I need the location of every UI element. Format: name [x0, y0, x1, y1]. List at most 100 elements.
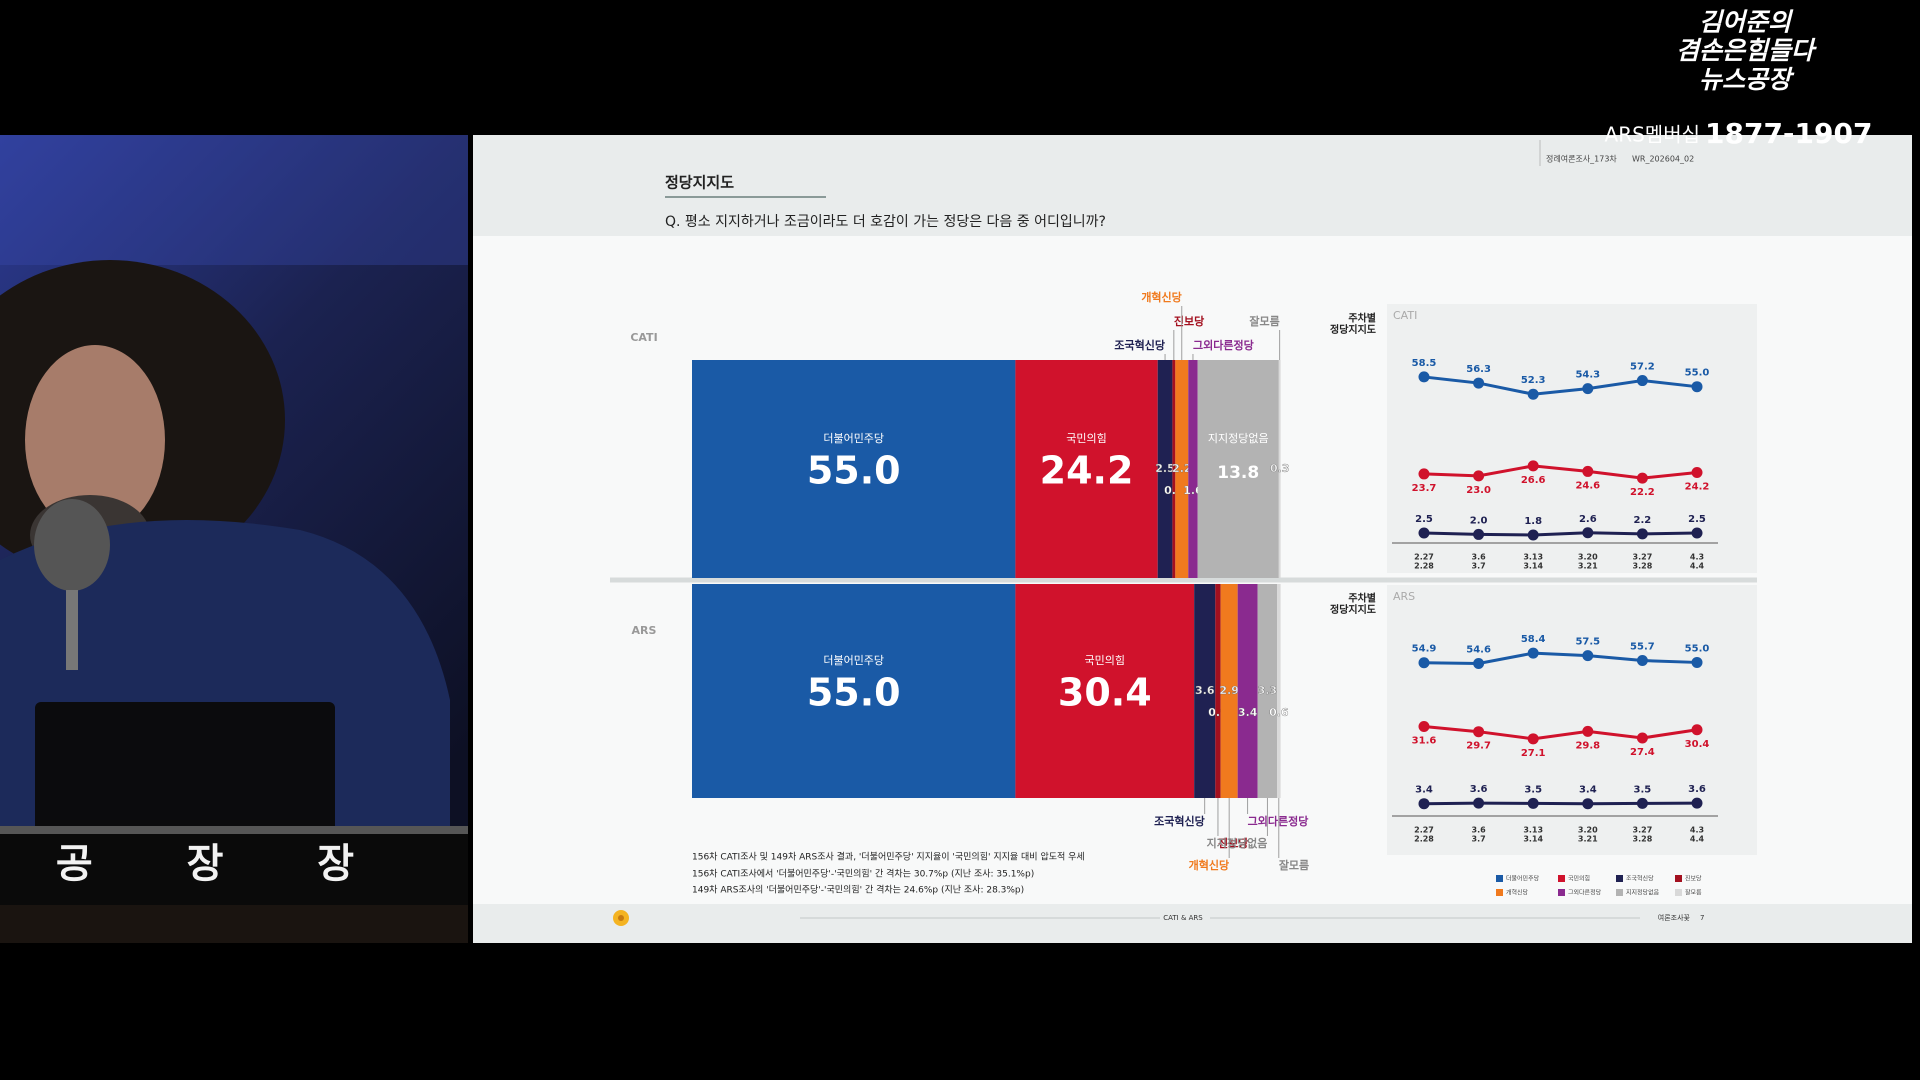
- segment-name: 국민의힘: [1085, 654, 1125, 667]
- laptop: [35, 702, 335, 832]
- bar-segment: [1188, 360, 1198, 578]
- segment-name: 조국혁신당: [1154, 814, 1205, 828]
- series-line: [1423, 801, 1698, 806]
- survey-code: WR_202604_02: [1632, 155, 1694, 164]
- data-label: 29.8: [1575, 740, 1600, 751]
- line-panel: [1387, 585, 1757, 855]
- x-tick-label: 3.6 3.7: [1472, 552, 1487, 570]
- x-tick-label: 4.3 4.4: [1690, 825, 1705, 843]
- point: [1582, 383, 1594, 395]
- bar-segment: [1172, 360, 1176, 578]
- segment-name: 그외다른정당: [1248, 814, 1309, 828]
- bar-segment: [1257, 584, 1278, 798]
- point: [1527, 647, 1539, 659]
- legend-label: 개혁신당: [1506, 889, 1529, 897]
- footer-logo-center: [618, 915, 624, 921]
- segment-name: 더불어민주당: [823, 432, 884, 445]
- segment-name: 잘모름: [1249, 315, 1279, 328]
- legend-label: 진보당: [1685, 875, 1702, 883]
- legend-swatch: [1616, 889, 1623, 896]
- data-label: 0.6: [1269, 706, 1289, 719]
- data-label: 57.5: [1575, 637, 1600, 648]
- legend-swatch: [1496, 889, 1503, 896]
- logo-phone: 1877-1907: [1705, 117, 1872, 150]
- point: [1473, 658, 1485, 670]
- legend-swatch: [1496, 875, 1503, 882]
- data-label: 57.2: [1630, 362, 1655, 373]
- point: [1418, 798, 1430, 810]
- point: [1691, 656, 1703, 668]
- point: [1691, 467, 1703, 479]
- x-tick-label: 3.27 3.28: [1633, 825, 1653, 843]
- data-label: 3.4: [1579, 785, 1597, 796]
- nameplate-edge: [0, 826, 468, 834]
- bar-segment: [1015, 584, 1195, 798]
- logo-sub: ARS멤버십: [1605, 123, 1700, 147]
- x-tick-label: 3.13 3.14: [1523, 552, 1543, 570]
- point: [1691, 381, 1703, 393]
- point: [1636, 472, 1648, 484]
- data-label: 58.4: [1521, 634, 1546, 645]
- x-tick-label: 2.27 2.28: [1414, 825, 1434, 843]
- page-number: 7: [1700, 914, 1704, 922]
- series-line: [1423, 531, 1698, 537]
- legend-label: 더불어민주당: [1506, 875, 1540, 883]
- point: [1527, 529, 1539, 541]
- legend-label: 조국혁신당: [1626, 875, 1654, 883]
- bar-segment: [692, 584, 1016, 798]
- panel-label: CATI: [1393, 309, 1417, 322]
- segment-name: 지지정당없음: [1208, 432, 1269, 445]
- point: [1418, 468, 1430, 480]
- segment-name: 개혁신당: [1141, 290, 1181, 304]
- x-tick-label: 4.3 4.4: [1690, 552, 1705, 570]
- series-line: [1423, 375, 1698, 396]
- data-label: 2.2: [1172, 462, 1192, 475]
- data-label: 55.0: [1685, 368, 1710, 379]
- point: [1582, 725, 1594, 737]
- data-label: 3.4: [1415, 785, 1433, 796]
- data-label: 2.5: [1155, 462, 1175, 475]
- bar-segment: [1278, 360, 1281, 578]
- data-label: 3.3: [1258, 684, 1278, 697]
- footer-brand: 여론조사꽃: [1658, 913, 1691, 922]
- segment-name: 진보당: [1174, 314, 1204, 328]
- data-label: 2.9: [1219, 684, 1239, 697]
- x-tick-label: 2.27 2.28: [1414, 552, 1434, 570]
- nameplate: [0, 826, 468, 918]
- data-label: 3.4: [1238, 706, 1258, 719]
- segment-name: 잘모름: [1279, 859, 1309, 872]
- bar-segment: [1237, 584, 1258, 798]
- segment-name: 지지정당없음: [1207, 836, 1268, 850]
- segment-name: 진보당: [1218, 836, 1248, 850]
- desk: [0, 905, 468, 943]
- survey-number: 정례여론조사_173차: [1546, 154, 1617, 164]
- point: [1418, 657, 1430, 669]
- legend-swatch: [1616, 875, 1623, 882]
- segment-name: 더불어민주당: [823, 654, 884, 667]
- point: [1636, 797, 1648, 809]
- point: [1691, 527, 1703, 539]
- point: [1418, 720, 1430, 732]
- bar-segment: [692, 360, 1016, 578]
- data-label: 29.7: [1466, 741, 1491, 752]
- segment-name: 그외다른정당: [1193, 338, 1254, 352]
- data-label: 27.1: [1521, 748, 1546, 759]
- segment-name: 조국혁신당: [1114, 338, 1165, 352]
- series-line: [1423, 725, 1698, 741]
- category-label: ARS: [632, 624, 657, 637]
- point: [1636, 528, 1648, 540]
- point: [1582, 650, 1594, 662]
- point: [1473, 528, 1485, 540]
- data-label: 30.4: [1685, 739, 1710, 750]
- point: [1418, 371, 1430, 383]
- footer-center: CATI & ARS: [1163, 914, 1203, 922]
- legend-label: 잘모름: [1685, 889, 1702, 897]
- note: 156차 CATI조사에서 '더불어민주당'-'국민의힘' 간 격차는 30.7…: [692, 868, 1034, 880]
- data-label: 55.0: [807, 449, 901, 493]
- point: [1473, 797, 1485, 809]
- point: [1582, 798, 1594, 810]
- x-tick-label: 3.20 3.21: [1578, 825, 1598, 843]
- data-label: 2.5: [1688, 514, 1706, 525]
